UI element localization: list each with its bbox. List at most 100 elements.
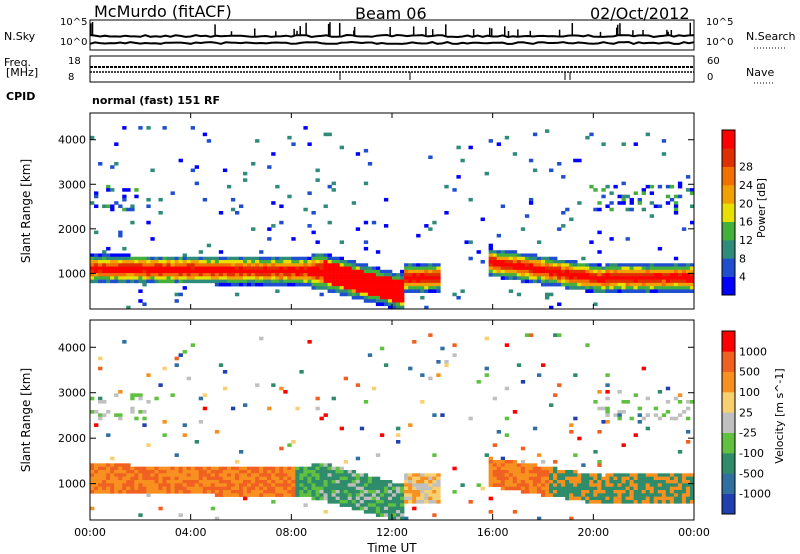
heatmap-cell bbox=[657, 263, 663, 267]
heatmap-cell bbox=[90, 470, 95, 474]
heatmap-cell bbox=[98, 490, 103, 494]
heatmap-cell bbox=[263, 273, 268, 277]
heatmap-cell bbox=[291, 276, 296, 280]
heatmap-cell bbox=[673, 279, 679, 284]
heatmap-cell bbox=[416, 269, 421, 274]
heatmap-cell bbox=[412, 276, 417, 280]
heatmap-cell bbox=[170, 486, 175, 491]
heatmap-cell bbox=[625, 493, 630, 497]
heatmap-cell bbox=[110, 256, 115, 261]
heatmap-cell bbox=[504, 483, 510, 487]
heatmap-cell bbox=[516, 273, 522, 277]
heatmap-cell bbox=[331, 496, 336, 501]
heatmap-cell bbox=[331, 486, 336, 491]
heatmap-cell bbox=[387, 503, 393, 507]
heatmap-cell bbox=[601, 500, 606, 504]
heatmap-cell bbox=[122, 273, 127, 277]
heatmap-cell bbox=[396, 483, 401, 487]
heatmap-cell bbox=[512, 250, 518, 254]
heatmap-cell bbox=[238, 450, 244, 454]
heatmap-cell bbox=[569, 480, 574, 484]
heatmap-cell bbox=[605, 279, 610, 284]
heatmap-cell bbox=[327, 269, 332, 274]
heatmap-cell bbox=[182, 279, 187, 284]
heatmap-cell bbox=[347, 486, 353, 491]
heatmap-cell bbox=[549, 263, 554, 267]
heatmap-cell bbox=[279, 466, 284, 471]
heatmap-cell bbox=[150, 480, 155, 484]
heatmap-cell bbox=[359, 473, 365, 477]
heatmap-cell bbox=[247, 493, 252, 497]
heatmap-cell bbox=[230, 493, 236, 497]
heatmap-cell bbox=[106, 410, 111, 414]
heatmap-cell bbox=[363, 292, 369, 297]
heatmap-cell bbox=[182, 256, 187, 261]
heatmap-cell bbox=[110, 483, 115, 487]
heatmap-cell bbox=[287, 486, 292, 491]
heatmap-cell bbox=[504, 253, 510, 258]
heatmap-cell bbox=[218, 282, 224, 287]
heatmap-cell bbox=[516, 269, 522, 274]
heatmap-cell bbox=[601, 420, 606, 424]
heatmap-cell bbox=[363, 286, 369, 290]
heatmap-cell bbox=[283, 282, 288, 287]
heatmap-cell bbox=[198, 483, 204, 487]
heatmap-cell bbox=[134, 194, 139, 199]
heatmap-cell bbox=[118, 480, 123, 484]
heatmap-cell bbox=[130, 260, 135, 264]
colorbar-segment bbox=[722, 392, 735, 413]
heatmap-cell bbox=[311, 279, 316, 284]
heatmap-cell bbox=[214, 256, 220, 261]
heatmap-cell bbox=[416, 279, 421, 284]
heatmap-cell bbox=[102, 276, 107, 280]
heatmap-cell bbox=[605, 490, 610, 494]
heatmap-cell bbox=[500, 269, 506, 274]
heatmap-cell bbox=[396, 286, 401, 290]
heatmap-cell bbox=[267, 269, 272, 274]
heatmap-cell bbox=[90, 506, 95, 511]
heatmap-cell bbox=[452, 343, 457, 347]
heatmap-cell bbox=[174, 356, 179, 361]
heatmap-cell bbox=[359, 263, 365, 267]
heatmap-cell bbox=[343, 496, 349, 501]
heatmap-cell bbox=[396, 289, 401, 293]
heatmap-cell bbox=[247, 273, 252, 277]
heatmap-cell bbox=[327, 463, 332, 467]
heatmap-cell bbox=[90, 473, 95, 477]
colorbar-segment bbox=[722, 221, 735, 241]
heatmap-cell bbox=[641, 473, 646, 477]
heatmap-cell bbox=[339, 276, 344, 280]
heatmap-cell bbox=[363, 276, 369, 280]
heatmap-cell bbox=[625, 500, 630, 504]
heatmap-cell bbox=[138, 483, 143, 487]
heatmap-cell bbox=[150, 476, 155, 481]
heatmap-cell bbox=[331, 282, 336, 287]
heatmap-cell bbox=[637, 276, 642, 280]
heatmap-cell bbox=[468, 240, 473, 244]
heatmap-cell bbox=[424, 305, 429, 310]
heatmap-cell bbox=[601, 483, 606, 487]
heatmap-cell bbox=[609, 266, 614, 271]
heatmap-cell bbox=[689, 220, 695, 225]
heatmap-cell bbox=[577, 496, 582, 501]
heatmap-cell bbox=[238, 276, 244, 280]
heatmap-cell bbox=[154, 273, 159, 277]
heatmap-cell bbox=[649, 486, 655, 491]
heatmap-cell bbox=[243, 260, 248, 264]
heatmap-cell bbox=[355, 273, 361, 277]
heatmap-cell bbox=[480, 217, 485, 222]
heatmap-cell bbox=[174, 480, 179, 484]
heatmap-cell bbox=[142, 416, 147, 421]
heatmap-cell bbox=[327, 473, 332, 477]
heatmap-cell bbox=[182, 263, 187, 267]
heatmap-cell bbox=[673, 207, 679, 212]
heatmap-cell bbox=[102, 483, 107, 487]
heatmap-cell bbox=[677, 476, 683, 481]
heatmap-cell bbox=[689, 266, 695, 271]
heatmap-cell bbox=[271, 201, 276, 205]
heatmap-cell bbox=[565, 490, 570, 494]
colorbar-segment bbox=[722, 453, 735, 474]
heatmap-cell bbox=[122, 197, 127, 202]
heatmap-cell bbox=[214, 466, 220, 471]
heatmap-cell bbox=[508, 470, 514, 474]
